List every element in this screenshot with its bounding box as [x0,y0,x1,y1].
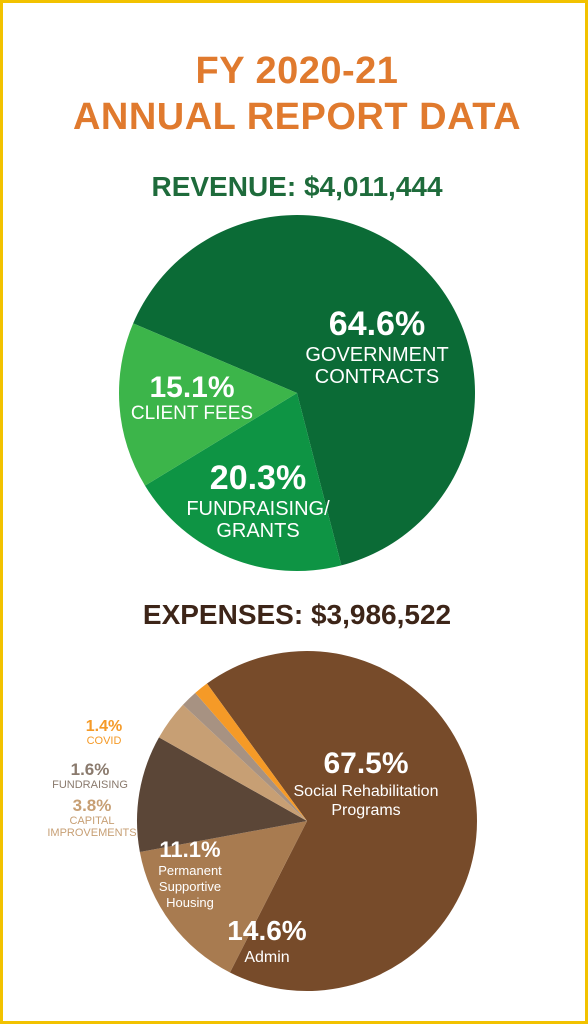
slice-label-social-rehabilitation-programs: Programs [331,802,400,819]
expenses-chart-title: EXPENSES: $3,986,522 [142,599,452,630]
pie-slice-capital-improvements [158,704,307,821]
slice-percent-admin: 14.6% [227,915,306,946]
slice-percent-social-rehabilitation-programs: 67.5% [323,747,408,780]
slice-label-permanent-supportive-housing: Housing [166,895,214,910]
report-title-line-1: FY 2020-21 [195,50,399,92]
slice-label-capital-improvements: IMPROVEMENTS [47,827,136,839]
slice-percent-permanent-supportive-housing: 11.1% [159,837,220,862]
slice-percent-covid: 1.4% [86,718,122,735]
slice-label-government-contracts: GOVERNMENT [305,344,448,366]
slice-label-covid: COVID [87,735,122,747]
pie-slice-admin [139,821,307,973]
slice-percent-government-contracts: 64.6% [329,305,425,343]
slice-label-admin: Admin [244,949,289,966]
slice-percent-capital-improvements: 3.8% [73,796,112,815]
pie-slice-government-contracts [133,214,475,566]
pie-slice-permanent-supportive-housing [136,737,307,852]
slice-label-capital-improvements: CAPITAL [69,815,114,827]
pie-slice-covid [195,683,307,821]
slice-label-fundraising-grants: GRANTS [216,520,299,542]
report-title-line-2: ANNUAL REPORT DATA [72,96,522,138]
pie-slice-fundraising-grants [144,393,342,571]
revenue-chart-title: REVENUE: $4,011,444 [151,171,443,202]
slice-label-permanent-supportive-housing: Supportive [159,879,221,894]
slice-label-fundraising: FUNDRAISING [52,779,128,791]
expenses-pie-chart: 67.5% Social Rehabilitation Programs 14.6% A… [47,650,478,991]
slice-label-social-rehabilitation-programs: Social Rehabilitation [294,783,439,800]
slice-label-fundraising-grants: FUNDRAISING/ [186,498,330,520]
slice-label-permanent-supportive-housing: Permanent [158,863,222,878]
slice-percent-fundraising: 1.6% [71,760,110,779]
pie-slice-fundraising [182,692,307,821]
slice-percent-fundraising-grants: 20.3% [210,459,306,497]
slice-percent-client-fees: 15.1% [149,371,234,404]
pie-slice-client-fees [118,323,297,486]
slice-label-government-contracts: CONTRACTS [315,366,439,388]
pie-slice-social-rehabilitation-programs [206,650,478,991]
slice-label-client-fees: CLIENT FEES [131,403,253,424]
